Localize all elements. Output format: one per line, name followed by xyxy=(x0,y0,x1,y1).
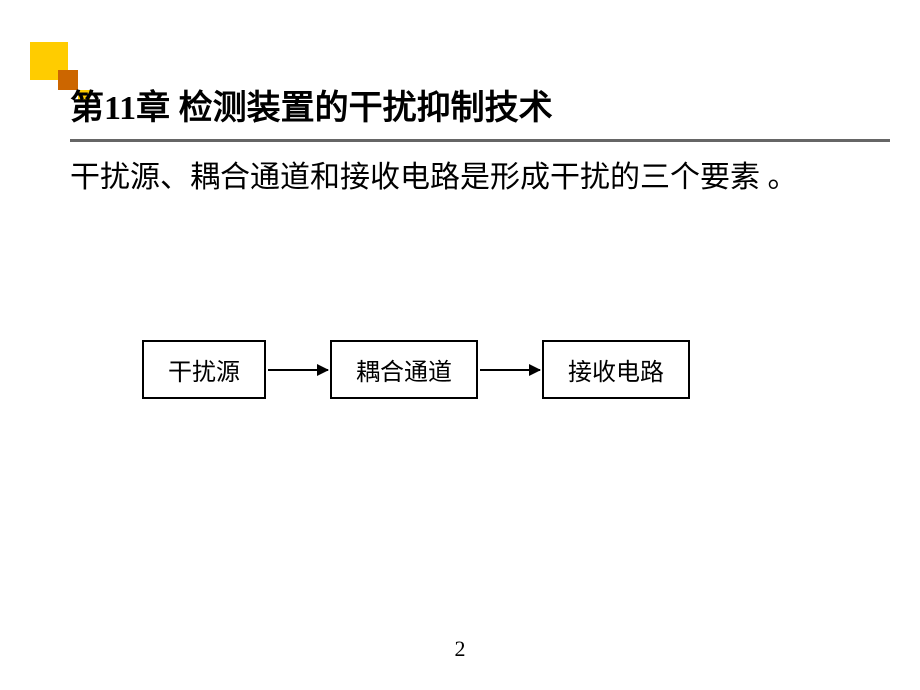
flowchart: 干扰源 耦合通道 接收电路 xyxy=(142,340,690,399)
title-prefix: 第 xyxy=(70,90,104,127)
body-paragraph: 干扰源、耦合通道和接收电路是形成干扰的三个要素 。 xyxy=(70,155,830,200)
flow-node-receiver: 接收电路 xyxy=(542,340,690,399)
flow-arrow xyxy=(480,369,540,371)
title-underline xyxy=(70,139,890,142)
chapter-number: 11 xyxy=(104,90,136,127)
flow-node-channel: 耦合通道 xyxy=(330,340,478,399)
page-number: 2 xyxy=(455,636,466,662)
title-suffix: 章 检测装置的干扰抑制技术 xyxy=(136,90,553,127)
chapter-title: 第11章 检测装置的干扰抑制技术 xyxy=(70,80,890,137)
title-section: 第11章 检测装置的干扰抑制技术 xyxy=(70,80,890,142)
flow-arrow xyxy=(268,369,328,371)
flow-node-source: 干扰源 xyxy=(142,340,266,399)
